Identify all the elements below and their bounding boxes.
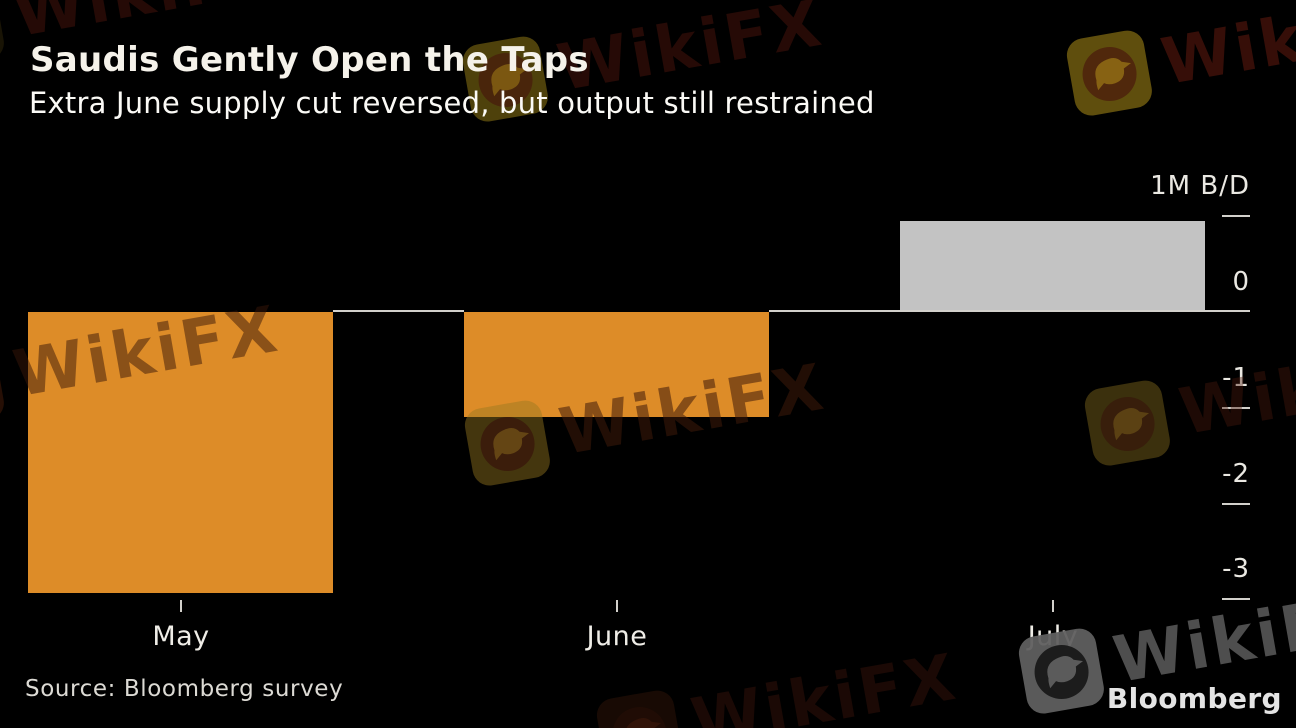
y-axis-label: 0 [1232,267,1250,297]
page-subtitle: Extra June supply cut reversed, but outp… [29,86,875,120]
y-axis-tick [1222,598,1250,600]
y-axis-label: 1M B/D [1150,171,1250,201]
bar-june [464,312,769,417]
page-title: Saudis Gently Open the Taps [30,40,589,80]
x-axis-label: June [586,621,648,652]
bar-may [28,312,333,593]
x-axis-tick [180,600,182,612]
y-axis-label: -3 [1222,554,1250,584]
y-axis-tick [1222,215,1250,217]
x-axis-label: May [152,621,210,652]
source-note: Source: Bloomberg survey [25,676,344,702]
y-axis-tick [1222,503,1250,505]
zero-baseline [333,310,464,312]
x-axis-tick [1052,600,1054,612]
zero-baseline [769,310,1250,312]
x-axis-label: July [1027,621,1079,652]
bloomberg-logo: Bloomberg [1106,682,1282,715]
x-axis-tick [616,600,618,612]
y-axis-tick [1222,407,1250,409]
bar-july [900,221,1205,310]
y-axis-label: -1 [1222,363,1250,393]
y-axis-label: -2 [1222,459,1250,489]
